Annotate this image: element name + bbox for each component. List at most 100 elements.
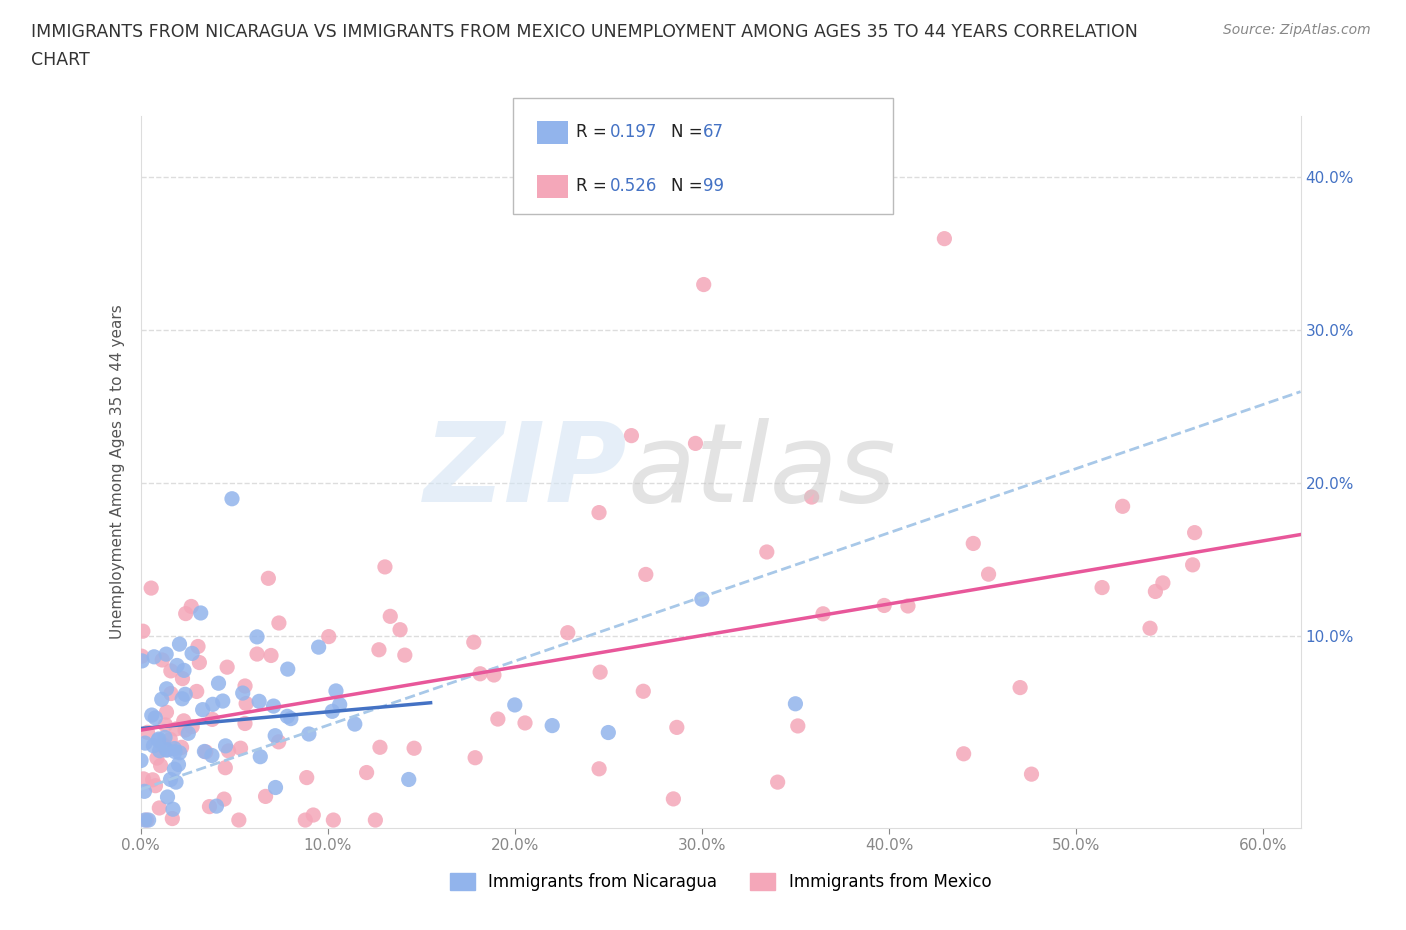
Point [267,735,290,750]
Point [263,698,285,713]
Point [557,625,579,640]
Point [167,757,190,772]
Text: 0.197: 0.197 [610,123,658,141]
Point [1111,498,1133,513]
Point [135,813,157,828]
Point [194,744,217,759]
Point [146,751,169,765]
Point [368,643,391,658]
Point [589,665,612,680]
Point [172,671,194,686]
Point [247,694,270,709]
Point [588,505,610,520]
Point [163,741,186,756]
Point [152,737,174,752]
Point [146,733,169,748]
Point [1021,766,1043,781]
Point [662,791,685,806]
Point [132,772,155,787]
Point [398,772,420,787]
Point [156,790,179,804]
Point [404,741,426,756]
Point [141,708,163,723]
Text: IMMIGRANTS FROM NICARAGUA VS IMMIGRANTS FROM MEXICO UNEMPLOYMENT AMONG AGES 35 T: IMMIGRANTS FROM NICARAGUA VS IMMIGRANTS … [31,23,1137,41]
Point [1152,576,1174,591]
Text: atlas: atlas [627,418,897,525]
Point [228,813,250,828]
Point [131,654,153,669]
Point [207,676,229,691]
Point [254,789,277,804]
Point [148,801,170,816]
Point [188,655,211,670]
Point [232,685,254,700]
Point [217,659,239,674]
Point [513,715,536,730]
Point [205,799,228,814]
Point [295,770,318,785]
Y-axis label: Unemployment Among Ages 35 to 44 years: Unemployment Among Ages 35 to 44 years [110,305,125,639]
Point [218,743,240,758]
Point [633,684,655,698]
Point [181,646,204,661]
Point [165,744,187,759]
Point [934,232,956,246]
Point [755,545,778,560]
Point [211,694,233,709]
Point [134,736,156,751]
Point [665,720,688,735]
Point [786,719,808,734]
Point [634,567,657,582]
Point [394,647,416,662]
Point [160,663,183,678]
Point [170,740,193,755]
Point [897,599,920,614]
Point [143,649,166,664]
Point [380,609,402,624]
Point [155,705,177,720]
Point [173,713,195,728]
Point [156,743,179,758]
Text: N =: N = [671,123,707,141]
Point [246,630,269,644]
Text: ZIP: ZIP [425,418,627,525]
Point [464,751,486,765]
Point [468,666,491,681]
Point [141,580,163,595]
Point [325,684,347,698]
Point [267,616,290,631]
Point [260,648,283,663]
Point [163,762,186,777]
Point [159,732,181,747]
Point [620,428,643,443]
Point [186,684,208,698]
Point [169,637,191,652]
Point [173,663,195,678]
Point [482,668,505,683]
Point [169,745,191,760]
Point [249,750,271,764]
Point [277,661,299,676]
Point [264,780,287,795]
Point [588,762,610,777]
Point [214,760,236,775]
Point [149,743,172,758]
Point [166,658,188,673]
Text: N =: N = [671,177,707,195]
Point [177,725,200,740]
Point [165,775,187,790]
Point [174,606,197,621]
Text: 67: 67 [703,123,724,141]
Point [160,686,183,701]
Point [129,753,152,768]
Point [1091,580,1114,595]
Point [191,702,214,717]
Point [1181,557,1204,572]
Point [368,740,391,755]
Point [134,813,156,828]
Point [343,717,366,732]
Point [503,698,526,712]
Point [463,635,485,650]
Point [811,606,834,621]
Point [201,748,224,763]
